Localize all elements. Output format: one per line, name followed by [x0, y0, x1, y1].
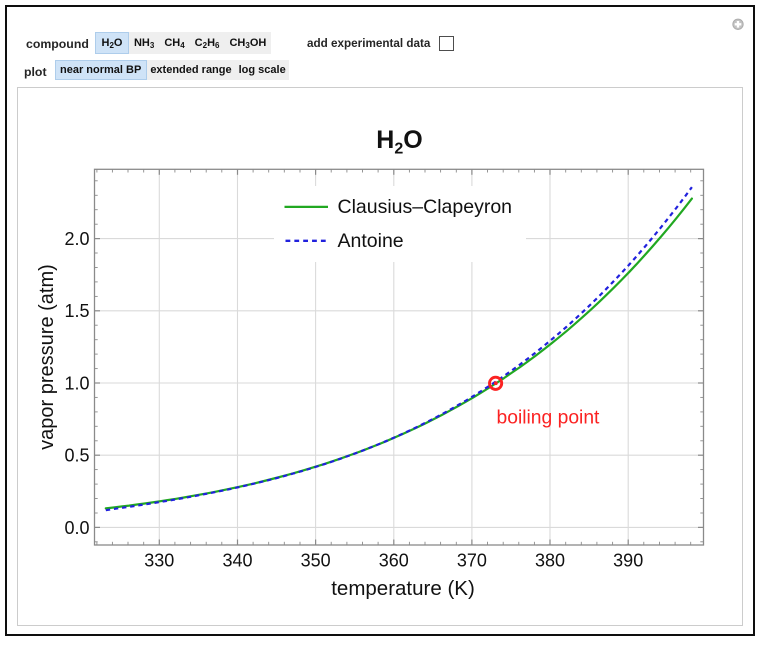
svg-text:boiling point: boiling point [497, 408, 601, 429]
svg-text:2.0: 2.0 [64, 229, 89, 249]
svg-text:0.5: 0.5 [64, 446, 89, 466]
svg-text:temperature (K): temperature (K) [331, 577, 475, 600]
svg-text:1.0: 1.0 [64, 373, 89, 393]
svg-text:Clausius–Clapeyron: Clausius–Clapeyron [338, 196, 513, 218]
svg-text:390: 390 [613, 551, 643, 571]
svg-text:360: 360 [379, 551, 409, 571]
svg-text:vapor pressure (atm): vapor pressure (atm) [36, 264, 58, 450]
svg-text:Antoine: Antoine [338, 230, 404, 252]
svg-text:380: 380 [535, 551, 565, 571]
svg-text:350: 350 [301, 551, 331, 571]
svg-text:330: 330 [144, 551, 174, 571]
svg-text:340: 340 [222, 551, 252, 571]
svg-text:H2O: H2O [376, 126, 422, 157]
svg-text:0.0: 0.0 [64, 518, 89, 538]
svg-text:370: 370 [457, 551, 487, 571]
svg-text:1.5: 1.5 [64, 301, 89, 321]
